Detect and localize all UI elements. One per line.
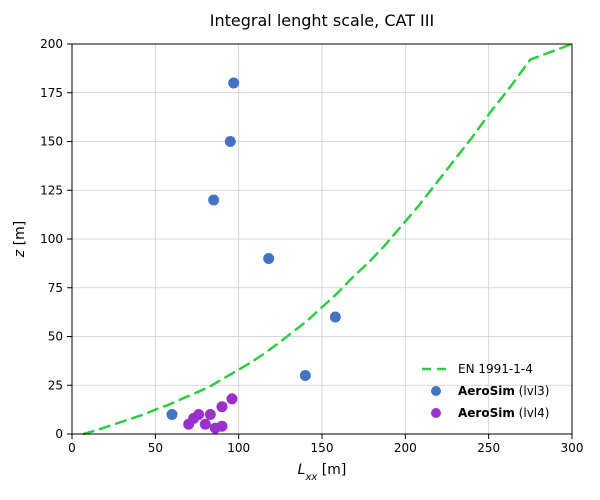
x-tick-label: 150 (311, 441, 334, 455)
point-AeroSim (lvl4) (200, 419, 211, 430)
legend-swatch-icon (431, 386, 441, 396)
y-tick-label: 75 (48, 281, 63, 295)
y-tick-label: 100 (40, 232, 63, 246)
chart-container: 0 50 100 150 200 250 300 0 25 50 75 100 125 150 175 200… (0, 0, 600, 500)
point-AeroSim (lvl4) (205, 409, 216, 420)
point-AeroSim (lvl4) (193, 409, 204, 420)
y-tick-label: 50 (48, 330, 63, 344)
y-tick-label: 125 (40, 183, 63, 197)
point-AeroSim (lvl4) (217, 421, 228, 432)
x-tick-label: 250 (477, 441, 500, 455)
legend-label: AeroSim (lvl3) (458, 384, 549, 398)
y-tick-label: 200 (40, 37, 63, 51)
point-AeroSim (lvl3) (225, 136, 236, 147)
chart-title: Integral lenght scale, CAT III (210, 11, 434, 30)
point-AeroSim (lvl4) (227, 393, 238, 404)
x-tick-label: 100 (227, 441, 250, 455)
y-tick-label: 150 (40, 135, 63, 149)
y-tick-label: 25 (48, 378, 63, 392)
chart-svg: 0 50 100 150 200 250 300 0 25 50 75 100 125 150 175 200… (0, 0, 600, 500)
y-tick-label: 0 (55, 427, 63, 441)
point-AeroSim (lvl3) (330, 312, 341, 323)
point-AeroSim (lvl3) (300, 370, 311, 381)
x-tick-label: 300 (561, 441, 584, 455)
legend-swatch-icon (431, 408, 441, 418)
y-tick-label: 175 (40, 86, 63, 100)
point-AeroSim (lvl3) (208, 195, 219, 206)
point-AeroSim (lvl3) (263, 253, 274, 264)
point-AeroSim (lvl4) (217, 401, 228, 412)
point-AeroSim (lvl3) (228, 78, 239, 89)
point-AeroSim (lvl3) (167, 409, 178, 420)
legend-label: AeroSim (lvl4) (458, 406, 549, 420)
legend-label: EN 1991-1-4 (458, 362, 533, 376)
x-tick-label: 200 (394, 441, 417, 455)
x-tick-label: 0 (68, 441, 76, 455)
x-tick-label: 50 (148, 441, 163, 455)
y-axis-label: z [m] (12, 221, 28, 258)
